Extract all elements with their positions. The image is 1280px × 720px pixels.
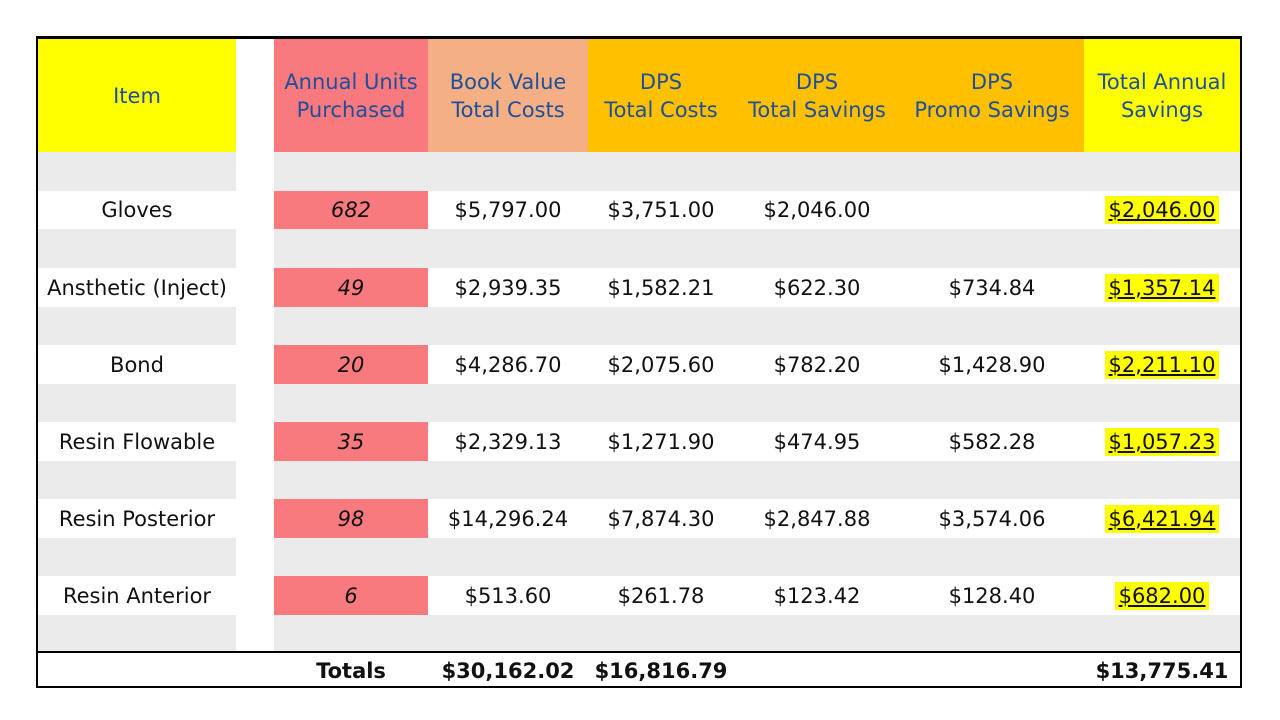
column-separator	[236, 39, 274, 651]
header-dps-total-savings: DPS Total Savings	[734, 39, 900, 152]
row-book-value: $2,939.35	[454, 275, 562, 300]
row-dps-savings: $782.20	[773, 352, 861, 377]
header-item: Item	[38, 39, 236, 152]
row-dps-cost: $1,582.21	[607, 275, 715, 300]
row-dps-savings: $2,046.00	[763, 198, 871, 222]
spacer-band	[38, 538, 1240, 576]
header-dps-promo-savings: DPS Promo Savings	[900, 39, 1084, 152]
row-units: 682	[274, 191, 428, 229]
row-total-savings: $682.00	[1084, 576, 1240, 615]
row-book-value: $2,329.13	[454, 429, 562, 454]
row-book-value: $4,286.70	[454, 352, 562, 377]
row-promo-savings: $582.28	[948, 429, 1036, 454]
spacer-band	[38, 229, 1240, 268]
row-promo-savings: $3,574.06	[938, 506, 1046, 531]
row-promo-savings: $128.40	[948, 583, 1036, 608]
row-promo-savings: $734.84	[948, 275, 1036, 300]
row-units: 49	[274, 268, 428, 307]
row-total-savings: $6,421.94	[1084, 499, 1240, 538]
row-dps-savings: $474.95	[773, 429, 861, 454]
savings-table: Item Annual Units Purchased Book Value Tot…	[36, 36, 1242, 688]
row-promo-savings	[900, 191, 1084, 229]
row-dps-cost: $2,075.60	[607, 352, 715, 377]
row-item-name: Bond	[110, 352, 164, 377]
spacer-band	[38, 461, 1240, 499]
row-book-value: $5,797.00	[454, 198, 562, 222]
row-units: 6	[274, 576, 428, 615]
header-total-annual-savings: Total Annual Savings	[1084, 39, 1240, 152]
row-book-value: $513.60	[464, 583, 552, 608]
header-book-value: Book Value Total Costs	[428, 39, 588, 152]
row-dps-savings: $123.42	[773, 583, 861, 608]
row-item-name: Resin Posterior	[58, 506, 216, 531]
row-item-name: Resin Anterior	[62, 583, 212, 608]
row-units: 35	[274, 422, 428, 461]
row-promo-savings: $1,428.90	[938, 352, 1046, 377]
row-dps-cost: $261.78	[617, 583, 705, 608]
row-total-savings: $1,357.14	[1084, 268, 1240, 307]
header-dps-total-costs: DPS Total Costs	[588, 39, 734, 152]
spacer-band	[38, 307, 1240, 345]
totals-dps-cost: $16,816.79	[594, 658, 728, 683]
header-units: Annual Units Purchased	[274, 39, 428, 152]
row-item-name: Gloves	[101, 198, 173, 222]
row-item-name: Resin Flowable	[58, 429, 216, 454]
row-dps-cost: $3,751.00	[607, 198, 715, 222]
row-item-name: Ansthetic (Inject)	[47, 275, 227, 300]
row-total-savings: $2,211.10	[1084, 345, 1240, 384]
row-units: 98	[274, 499, 428, 538]
row-dps-savings: $2,847.88	[763, 506, 871, 531]
totals-label: Totals	[316, 658, 386, 683]
row-total-savings: $1,057.23	[1084, 422, 1240, 461]
row-total-savings: $2,046.00	[1084, 191, 1240, 229]
row-dps-cost: $1,271.90	[607, 429, 715, 454]
totals-book-value: $30,162.02	[441, 658, 575, 683]
spacer-band	[38, 615, 1240, 651]
row-dps-cost: $7,874.30	[607, 506, 715, 531]
spacer-band	[38, 152, 1240, 191]
row-book-value: $14,296.24	[447, 506, 569, 531]
row-dps-savings: $622.30	[773, 275, 861, 300]
row-units: 20	[274, 345, 428, 384]
totals-annual-savings: $13,775.41	[1095, 658, 1229, 683]
totals-row: Totals $30,162.02 $16,816.79 $13,775.41	[38, 651, 1240, 688]
spacer-band	[38, 384, 1240, 422]
